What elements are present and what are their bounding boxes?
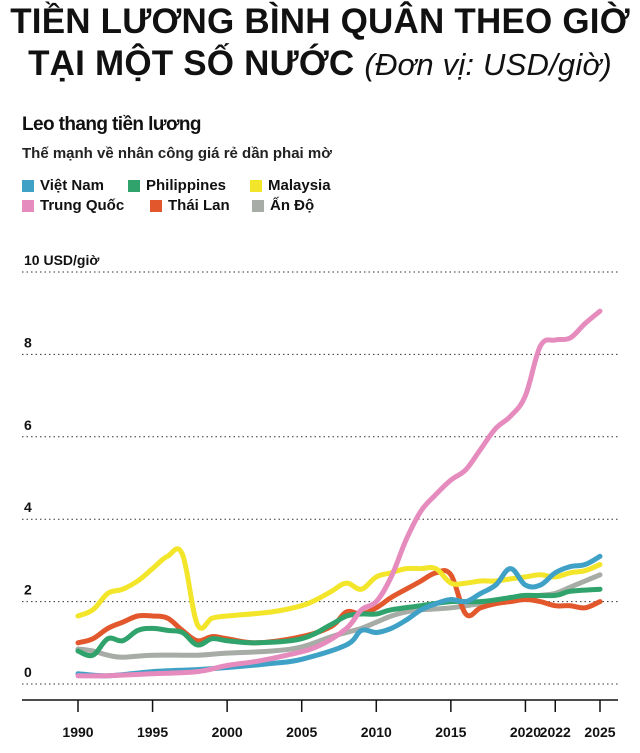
chart-subtitle: Leo thang tiền lương (22, 114, 201, 135)
y-tick-label-8: 8 (24, 334, 32, 350)
chart-title-unit: (Đơn vị: USD/giờ) (364, 47, 612, 82)
legend-label-viet-nam: Việt Nam (40, 177, 104, 194)
x-tick-label-2020: 2020 (510, 724, 541, 740)
series-line-philippines (75, 586, 603, 659)
x-tick-label-2025: 2025 (584, 724, 615, 740)
x-tick-label-2022: 2022 (540, 724, 571, 740)
legend-label-philippines: Philippines (146, 177, 227, 194)
x-tick-label-2010: 2010 (361, 724, 392, 740)
chart-title-location: TẠI MỘT SỐ NƯỚC (28, 44, 355, 83)
legend-item-viet-nam: Việt Nam (22, 177, 104, 194)
x-tick-label-2000: 2000 (212, 724, 243, 740)
x-tick-label-1990: 1990 (62, 724, 93, 740)
series-lines (75, 308, 603, 679)
chart-title-line1: TIỀN LƯƠNG BÌNH QUÂN THEO GIỜ (10, 2, 630, 41)
legend-item-malaysia: Malaysia (250, 177, 331, 194)
legend-swatch-malaysia (250, 179, 262, 192)
x-tick-label-1995: 1995 (137, 724, 168, 740)
legend-item-an-do: Ấn Độ (252, 197, 314, 214)
y-tick-label-0: 0 (24, 664, 32, 680)
legend-label-trung-quoc: Trung Quốc (40, 197, 125, 214)
grid-lines (22, 271, 618, 685)
legend-label-malaysia: Malaysia (268, 177, 331, 194)
legend-swatch-an-do (252, 199, 264, 212)
y-tick-label-4: 4 (24, 499, 32, 515)
y-tick-label-10: 10 USD/giờ (24, 252, 99, 268)
y-tick-label-2: 2 (24, 582, 32, 598)
x-tick-label-2005: 2005 (286, 724, 317, 740)
legend-label-thai-lan: Thái Lan (168, 197, 230, 214)
y-tick-label-6: 6 (24, 417, 32, 433)
chart-caption: Thế mạnh về nhân công giá rẻ dần phai mờ (22, 145, 332, 162)
legend-item-thai-lan: Thái Lan (150, 197, 230, 214)
legend-swatch-trung-quoc (22, 199, 34, 212)
legend-label-an-do: Ấn Độ (270, 197, 315, 214)
legend-swatch-thai-lan (150, 199, 162, 212)
legend-swatch-philippines (128, 179, 140, 192)
x-tick-label-2015: 2015 (435, 724, 466, 740)
legend-item-philippines: Philippines (128, 177, 226, 194)
series-line-trung-quoc (75, 308, 603, 679)
legend-item-trung-quoc: Trung Quốc (22, 197, 124, 214)
y-axis-tick-labels: 10 USD/giờ 8 6 4 2 0 (24, 252, 99, 680)
chart-title-line2: TẠI MỘT SỐ NƯỚC (Đơn vị: USD/giờ) (0, 44, 640, 85)
legend-swatch-viet-nam (22, 179, 34, 192)
